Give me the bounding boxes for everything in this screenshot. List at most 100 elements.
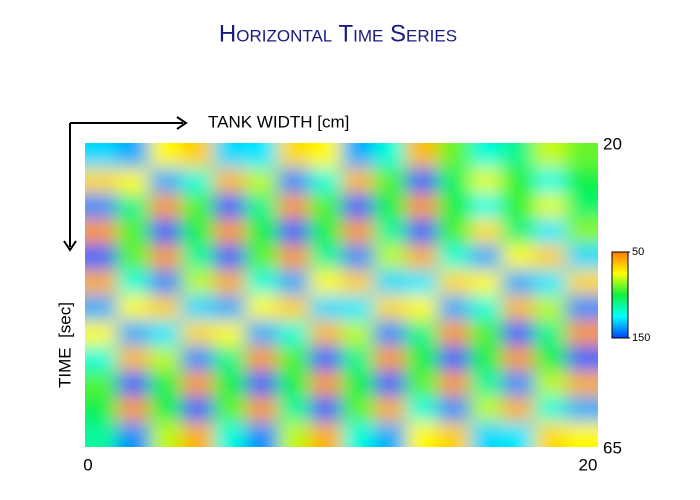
heat-cell [533, 244, 567, 271]
heat-cell [277, 244, 311, 271]
heat-cell [437, 295, 471, 322]
colorbar [611, 251, 629, 339]
heat-cell [85, 193, 119, 220]
heat-cell [309, 421, 343, 447]
heat-cell [245, 371, 279, 398]
heat-cell [405, 193, 439, 220]
heat-cell [373, 295, 407, 322]
heat-cell [565, 421, 598, 447]
heat-cell [277, 219, 311, 246]
heat-cell [277, 396, 311, 423]
heat-cell [309, 143, 343, 170]
heat-cell [501, 295, 535, 322]
heat-cell [501, 421, 535, 447]
heat-cell [469, 396, 503, 423]
heat-cell [181, 219, 215, 246]
heat-cell [437, 143, 471, 170]
heat-cell [341, 320, 375, 347]
heat-cell [565, 295, 598, 322]
heat-cell [213, 269, 247, 296]
heat-cell [341, 143, 375, 170]
heat-cell [117, 269, 151, 296]
heat-cell [405, 421, 439, 447]
heat-cell [149, 244, 183, 271]
heat-cell [437, 219, 471, 246]
heat-cell [213, 345, 247, 372]
heat-cell [341, 421, 375, 447]
heat-cell [213, 295, 247, 322]
heat-cell [181, 143, 215, 170]
heat-cell [85, 244, 119, 271]
heat-cell [277, 320, 311, 347]
heatmap [85, 143, 598, 447]
heat-cell [245, 396, 279, 423]
arrows [63, 116, 188, 252]
heat-cell [245, 193, 279, 220]
heat-cell [373, 244, 407, 271]
heat-cell [309, 320, 343, 347]
heat-cell [405, 269, 439, 296]
heat-cell [533, 345, 567, 372]
heat-cell [149, 345, 183, 372]
heat-cell [565, 168, 598, 195]
heat-cell [309, 168, 343, 195]
heat-cell [149, 295, 183, 322]
heat-cell [533, 421, 567, 447]
heat-cell [309, 219, 343, 246]
heat-cell [437, 371, 471, 398]
heat-cell [533, 143, 567, 170]
heat-cell [373, 168, 407, 195]
heat-cell [149, 269, 183, 296]
heat-cell [533, 219, 567, 246]
heat-cell [117, 193, 151, 220]
heat-cell [85, 345, 119, 372]
heat-cell [213, 421, 247, 447]
heat-cell [469, 269, 503, 296]
heat-cell [341, 219, 375, 246]
heat-cell [405, 143, 439, 170]
heat-cell [469, 244, 503, 271]
heat-cell [341, 269, 375, 296]
heat-cell [405, 295, 439, 322]
heat-cell [501, 345, 535, 372]
heat-cell [565, 244, 598, 271]
heat-cell [533, 168, 567, 195]
heat-cell [309, 345, 343, 372]
heat-cell [533, 295, 567, 322]
heat-cell [501, 371, 535, 398]
heat-cell [469, 345, 503, 372]
heat-cell [501, 219, 535, 246]
heat-cell [501, 168, 535, 195]
heat-cell [533, 396, 567, 423]
colorbar-tick-label: 50 [632, 246, 644, 258]
heat-cell [437, 193, 471, 220]
heat-cell [181, 295, 215, 322]
heat-cell [213, 396, 247, 423]
heat-cell [117, 168, 151, 195]
heat-cell [341, 371, 375, 398]
heat-cell [309, 371, 343, 398]
heat-cell [437, 269, 471, 296]
heat-cell [405, 244, 439, 271]
y-tick-label: 20 [603, 134, 622, 153]
heat-cell [533, 193, 567, 220]
heat-cell [469, 193, 503, 220]
heat-cell [213, 219, 247, 246]
chart-title: Horizontal Time Series [219, 20, 457, 47]
heat-cell [245, 143, 279, 170]
heat-cell [469, 295, 503, 322]
heat-cell [85, 396, 119, 423]
heat-cell [149, 193, 183, 220]
heat-cell [277, 421, 311, 447]
heat-cell [565, 320, 598, 347]
heat-cell [149, 143, 183, 170]
heat-cell [437, 244, 471, 271]
heat-cell [309, 193, 343, 220]
heat-cell [117, 320, 151, 347]
heat-cell [469, 320, 503, 347]
colorbar-tick-label: 150 [632, 332, 650, 344]
heat-cell [181, 345, 215, 372]
heat-cell [309, 244, 343, 271]
heat-cell [213, 168, 247, 195]
